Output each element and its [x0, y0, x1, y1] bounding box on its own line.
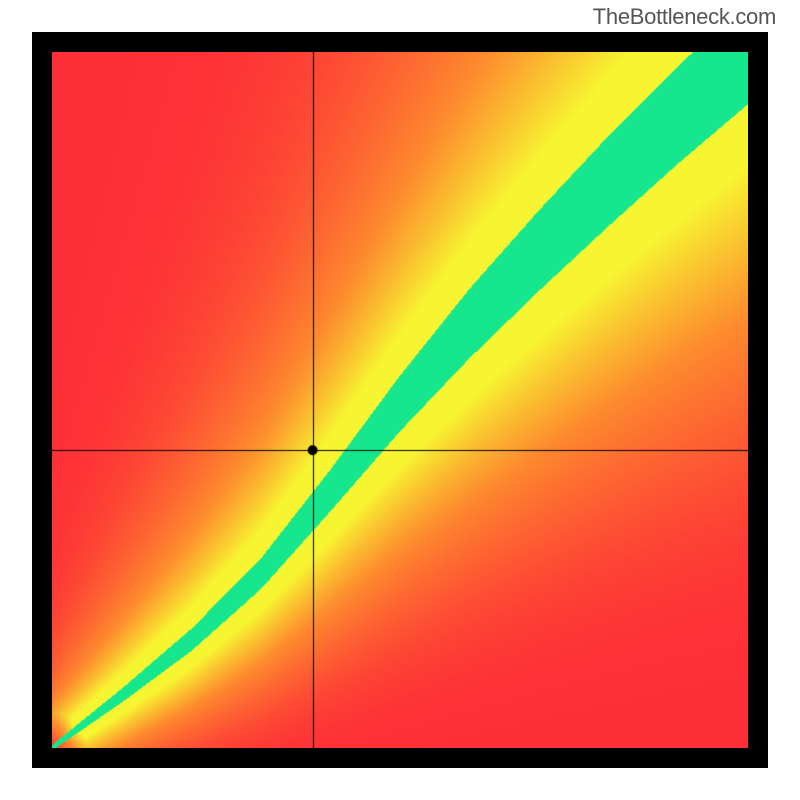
crosshair-overlay — [52, 52, 748, 748]
chart-container: TheBottleneck.com — [0, 0, 800, 800]
watermark-text: TheBottleneck.com — [593, 4, 776, 30]
